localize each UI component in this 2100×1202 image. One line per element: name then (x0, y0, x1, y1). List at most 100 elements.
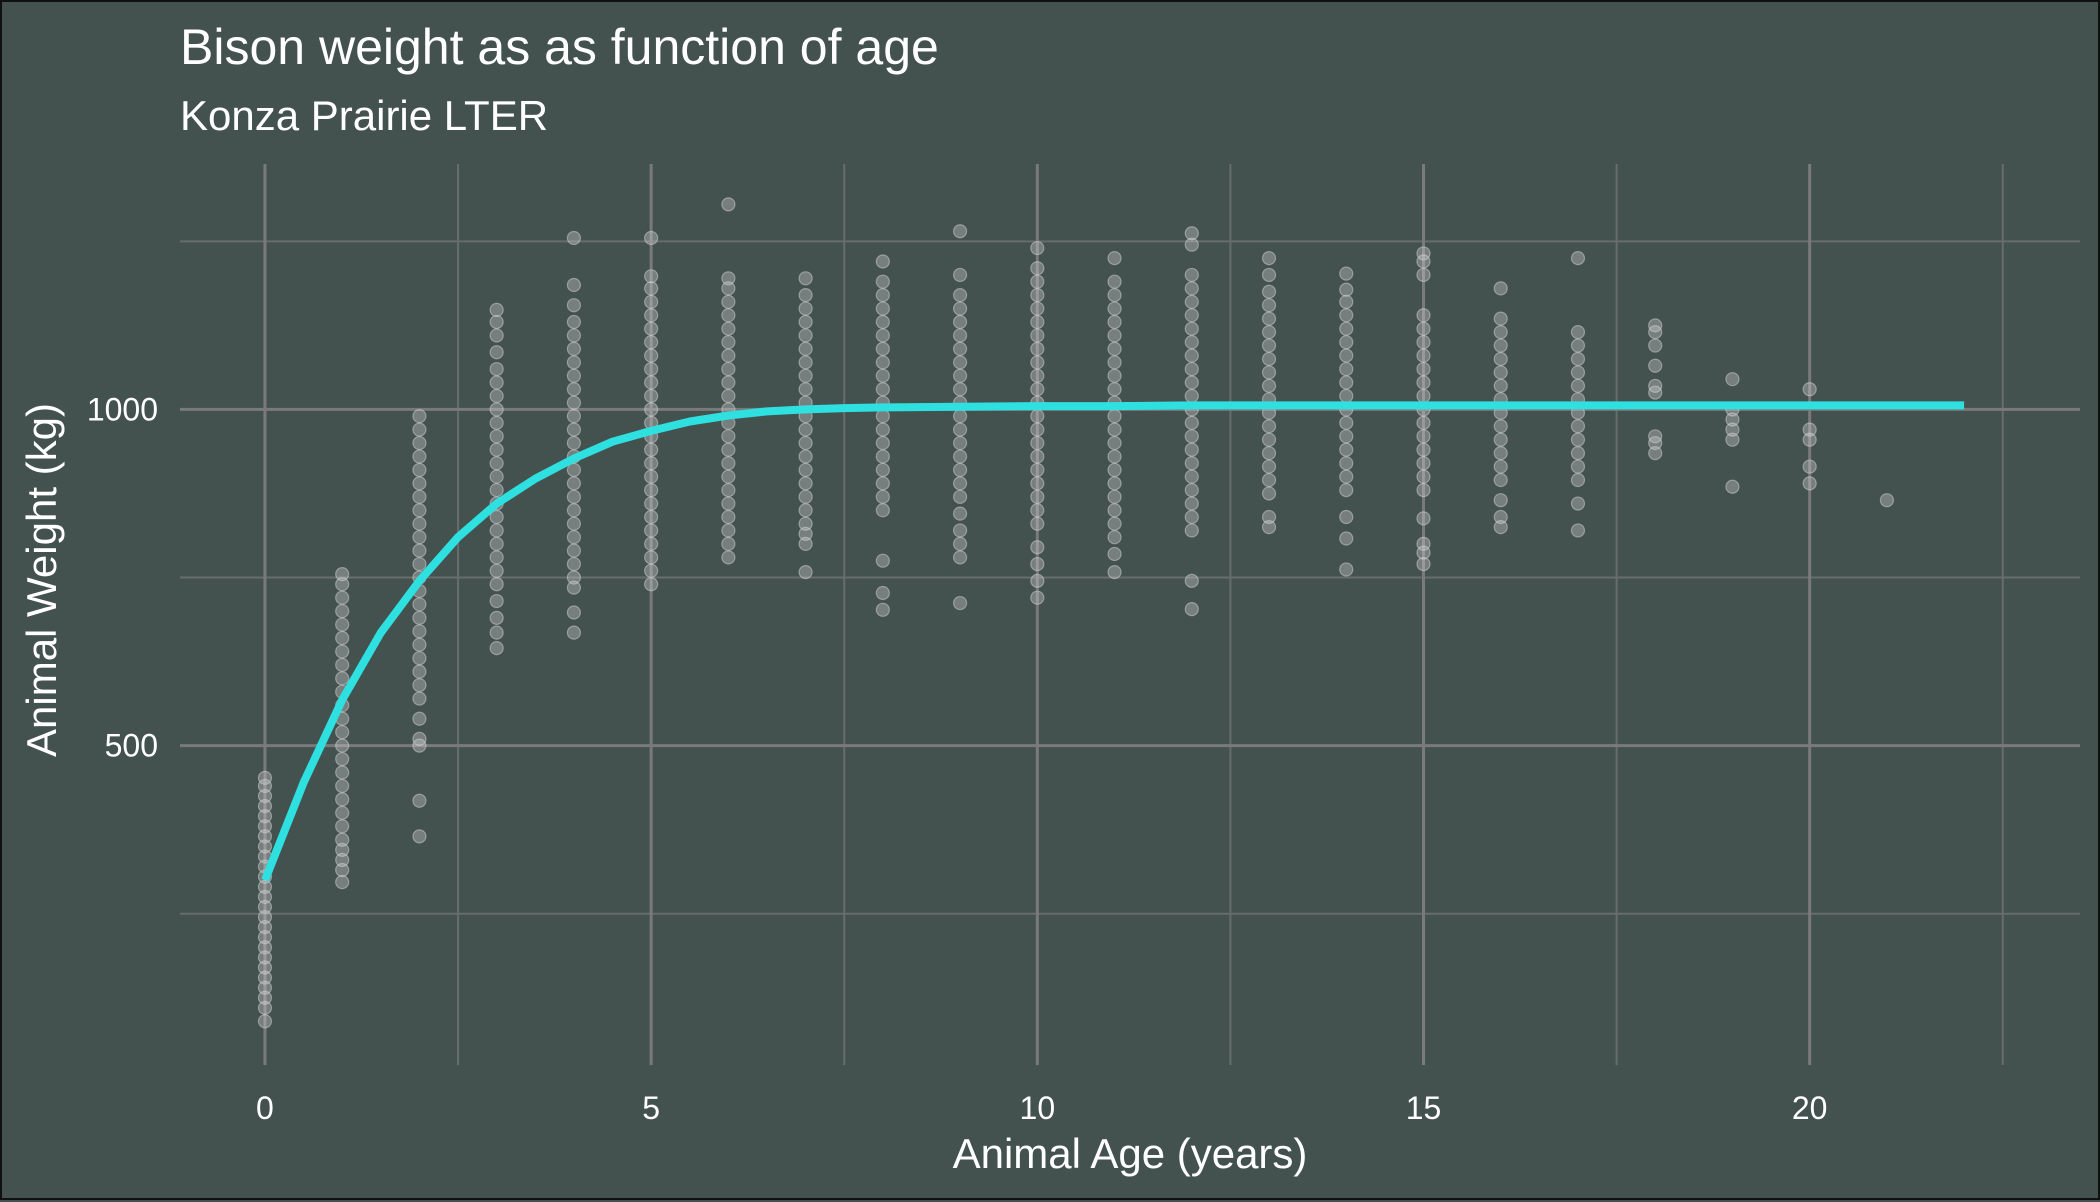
data-point (1030, 462, 1045, 478)
data-point (1261, 365, 1277, 380)
data-point (1416, 388, 1431, 404)
data-point (1493, 493, 1508, 508)
data-point (1802, 422, 1817, 437)
data-point (798, 341, 813, 357)
data-point (644, 523, 659, 538)
data-point (1107, 368, 1122, 383)
data-point (566, 230, 582, 246)
data-point (721, 335, 736, 350)
data-point (1261, 338, 1277, 353)
data-point (489, 536, 504, 551)
data-point (412, 530, 427, 545)
data-point (721, 550, 736, 565)
data-point (566, 530, 582, 545)
data-point (335, 805, 350, 820)
data-point (1648, 429, 1663, 444)
data-point (489, 415, 504, 430)
data-point (1339, 308, 1354, 323)
grid (180, 164, 2080, 1065)
data-point (1648, 338, 1663, 353)
data-point (489, 577, 504, 592)
data-point (335, 590, 350, 605)
data-point (1570, 338, 1586, 353)
data-point (489, 388, 504, 404)
data-point (1570, 251, 1586, 266)
data-point (721, 509, 736, 525)
data-point (335, 852, 350, 868)
data-point (798, 536, 813, 551)
data-point (412, 556, 427, 572)
data-point (644, 563, 659, 578)
data-point (1416, 348, 1431, 363)
data-point (257, 930, 273, 945)
data-point (1339, 442, 1354, 457)
data-point (489, 550, 504, 565)
data-point (257, 1000, 273, 1015)
data-point (1030, 449, 1045, 464)
data-point (1030, 314, 1045, 330)
data-point (644, 536, 659, 551)
data-point (1493, 419, 1508, 434)
data-point (335, 630, 350, 646)
data-point (1107, 328, 1122, 343)
data-point (721, 456, 736, 471)
data-point (257, 899, 273, 915)
data-point (1030, 422, 1045, 437)
data-point (952, 476, 968, 491)
data-point (1648, 378, 1663, 393)
data-point (1570, 432, 1586, 447)
data-point (1107, 314, 1122, 330)
data-point (1570, 459, 1586, 474)
data-point (952, 368, 968, 383)
data-point (1030, 382, 1045, 397)
data-point (412, 503, 427, 518)
data-point (1416, 267, 1431, 283)
data-point (1416, 536, 1431, 551)
data-point (798, 328, 813, 343)
data-point (1107, 301, 1122, 316)
data-point (257, 1014, 273, 1029)
data-point (721, 271, 736, 286)
data-point (1184, 335, 1199, 350)
data-point (1184, 469, 1199, 484)
data-point (644, 230, 659, 246)
data-point (566, 476, 582, 491)
data-point (644, 550, 659, 565)
data-point (489, 328, 504, 343)
data-point (644, 308, 659, 323)
y-axis-title: Animal Weight (kg) (18, 403, 65, 757)
data-point (335, 875, 350, 890)
data-point (1493, 365, 1508, 380)
data-point (798, 422, 813, 437)
data-point (721, 348, 736, 363)
data-point (875, 476, 890, 491)
data-point (798, 271, 813, 286)
data-point (644, 442, 659, 457)
data-point (1030, 476, 1045, 491)
data-point (489, 641, 504, 656)
data-point (1339, 415, 1354, 430)
data-point (489, 345, 504, 360)
data-point (1493, 338, 1508, 353)
data-point (1339, 335, 1354, 350)
data-point (1030, 288, 1045, 303)
data-point (644, 348, 659, 363)
data-point (1493, 351, 1508, 367)
data-point (257, 819, 273, 834)
data-point (335, 644, 350, 659)
data-point (1107, 530, 1122, 545)
data-point (952, 409, 968, 424)
data-point (566, 355, 582, 370)
data-point (875, 585, 890, 601)
data-point (1416, 511, 1431, 526)
data-point (1570, 365, 1586, 380)
data-point (875, 503, 890, 518)
data-point (644, 577, 659, 592)
data-point (1184, 281, 1199, 296)
data-point (1261, 378, 1277, 393)
data-point (1570, 351, 1586, 367)
data-point (566, 580, 582, 595)
data-point (644, 388, 659, 404)
data-point (1339, 562, 1354, 577)
data-point (1802, 459, 1817, 474)
